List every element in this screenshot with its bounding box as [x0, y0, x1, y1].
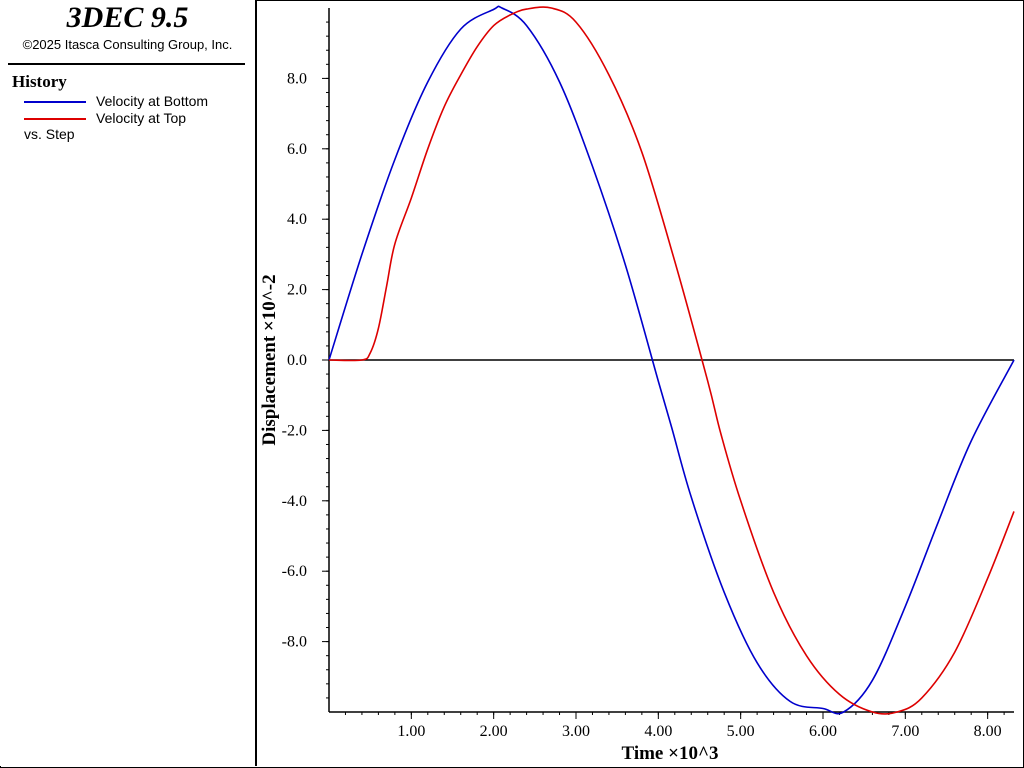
y-tick-label: 6.0 [287, 141, 307, 158]
y-tick-label: -8.0 [282, 634, 307, 651]
chart-ticks: 8.0 6.0 4.0 2.0 0.0 -2.0 -4.0 -6.0 -8.0 1.00 2.00 3… [282, 21, 1005, 740]
x-tick-label: 4.00 [644, 723, 672, 740]
x-tick-label: 2.00 [480, 723, 508, 740]
chart-axes [328, 8, 1014, 713]
y-tick-label: 0.0 [287, 352, 307, 369]
legend-vs-label: vs. Step [24, 126, 75, 142]
y-tick-label: 8.0 [287, 70, 307, 87]
series-line-0 [328, 5, 1015, 715]
chart-series [328, 5, 1015, 715]
legend-label-bottom: Velocity at Bottom [96, 93, 209, 109]
legend-label-top: Velocity at Top [96, 110, 187, 126]
legend-divider [8, 63, 245, 65]
x-tick-label: 7.00 [891, 723, 919, 740]
x-tick-label: 5.00 [727, 723, 755, 740]
x-tick-label: 1.00 [397, 723, 425, 740]
legend-swatch-bottom [24, 101, 86, 103]
legend-heading: History [12, 72, 67, 91]
legend-entry-bottom: Velocity at Bottom [24, 93, 249, 109]
y-tick-label: 4.0 [287, 211, 307, 228]
y-tick-label: -4.0 [282, 493, 307, 510]
legend-entry-top: Velocity at Top [24, 110, 249, 126]
x-tick-label: 8.00 [974, 723, 1002, 740]
legend-panel: 3DEC 9.5 ©2025 Itasca Consulting Group, … [0, 0, 257, 766]
series-line-1 [328, 6, 1015, 715]
copyright-text: ©2025 Itasca Consulting Group, Inc. [22, 37, 233, 52]
y-tick-label: -6.0 [282, 563, 307, 580]
app-title: 3DEC 9.5 [66, 1, 189, 34]
y-axis-label: Displacement ×10^-2 [259, 274, 280, 445]
x-axis-label: Time ×10^3 [622, 743, 719, 764]
x-tick-label: 3.00 [562, 723, 590, 740]
y-tick-label: -2.0 [282, 422, 307, 439]
x-tick-label: 6.00 [809, 723, 837, 740]
y-tick-label: 2.0 [287, 282, 307, 299]
legend-swatch-top [24, 118, 86, 120]
